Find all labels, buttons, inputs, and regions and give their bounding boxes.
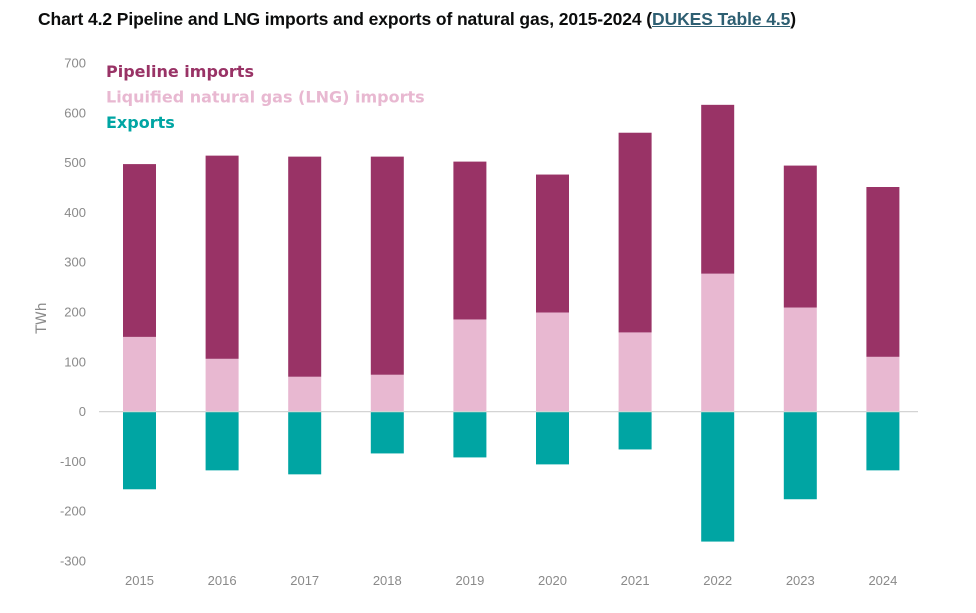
x-tick-label: 2017 — [290, 573, 319, 588]
bar-pipeline-imports-2019 — [453, 161, 487, 320]
bar-lng-imports-2016 — [205, 358, 239, 412]
x-tick-label: 2016 — [208, 573, 237, 588]
bar-pipeline-imports-2024 — [866, 187, 900, 357]
bars — [123, 104, 900, 542]
y-tick-label: 200 — [64, 305, 86, 320]
bar-lng-imports-2021 — [618, 332, 652, 412]
bar-lng-imports-2017 — [288, 376, 322, 412]
chart-title-text: Chart 4.2 Pipeline and LNG imports and e… — [38, 9, 653, 29]
y-tick-label: 400 — [64, 205, 86, 220]
bar-pipeline-imports-2015 — [123, 164, 156, 337]
bar-exports-2018 — [370, 411, 404, 454]
chart-title-suffix: ) — [790, 9, 796, 29]
x-tick-label: 2020 — [538, 573, 567, 588]
y-tick-label: -100 — [60, 454, 86, 469]
y-tick-label: 300 — [64, 255, 86, 270]
x-tick-label: 2022 — [703, 573, 732, 588]
y-tick-label: 500 — [64, 155, 86, 170]
bar-lng-imports-2015 — [123, 336, 156, 412]
x-axis-ticks: 2015 2016 2017 2018 2019 2020 2021 2022 2023 2024 — [125, 573, 897, 588]
bar-exports-2019 — [453, 411, 487, 458]
y-tick-label: 700 — [64, 56, 86, 71]
bar-pipeline-imports-2021 — [618, 132, 652, 333]
bar-pipeline-imports-2023 — [783, 165, 817, 308]
bar-lng-imports-2023 — [783, 307, 817, 412]
dukes-table-link[interactable]: DUKES Table 4.5 — [652, 9, 791, 29]
bar-pipeline-imports-2020 — [536, 174, 569, 313]
bar-lng-imports-2019 — [453, 319, 487, 412]
bar-lng-imports-2022 — [701, 273, 735, 412]
legend-item: Pipeline imports — [106, 62, 254, 81]
legend-item: Exports — [106, 113, 175, 132]
legend: Pipeline imports Liquified natural gas (L… — [106, 62, 425, 132]
bar-exports-2020 — [536, 411, 569, 465]
bar-pipeline-imports-2022 — [701, 104, 735, 274]
bar-exports-2016 — [205, 411, 239, 471]
bar-lng-imports-2024 — [866, 356, 900, 412]
bar-exports-2015 — [123, 411, 156, 490]
bar-lng-imports-2018 — [370, 374, 404, 412]
bar-exports-2022 — [701, 411, 735, 542]
x-tick-label: 2018 — [373, 573, 402, 588]
bar-exports-2017 — [288, 411, 322, 475]
y-tick-label: 0 — [79, 404, 86, 419]
x-tick-label: 2015 — [125, 573, 154, 588]
x-tick-label: 2021 — [621, 573, 650, 588]
y-tick-label: 100 — [64, 354, 86, 369]
y-axis-label: TWh — [34, 302, 50, 334]
bar-lng-imports-2020 — [536, 312, 569, 412]
x-tick-label: 2019 — [455, 573, 484, 588]
bar-pipeline-imports-2016 — [205, 155, 239, 359]
y-tick-label: -200 — [60, 504, 86, 519]
x-tick-label: 2024 — [868, 573, 897, 588]
legend-item: Liquified natural gas (LNG) imports — [106, 88, 425, 107]
y-axis-ticks: 700 600 500 400 300 200 100 0 -100 -200 -300 — [60, 56, 86, 569]
bar-exports-2023 — [783, 411, 817, 500]
y-tick-label: 600 — [64, 105, 86, 120]
bar-pipeline-imports-2017 — [288, 156, 322, 377]
chart-title: Chart 4.2 Pipeline and LNG imports and e… — [38, 9, 796, 30]
bar-pipeline-imports-2018 — [370, 156, 404, 375]
y-tick-label: -300 — [60, 554, 86, 569]
bar-exports-2021 — [618, 411, 652, 450]
bar-exports-2024 — [866, 411, 900, 471]
x-tick-label: 2023 — [786, 573, 815, 588]
